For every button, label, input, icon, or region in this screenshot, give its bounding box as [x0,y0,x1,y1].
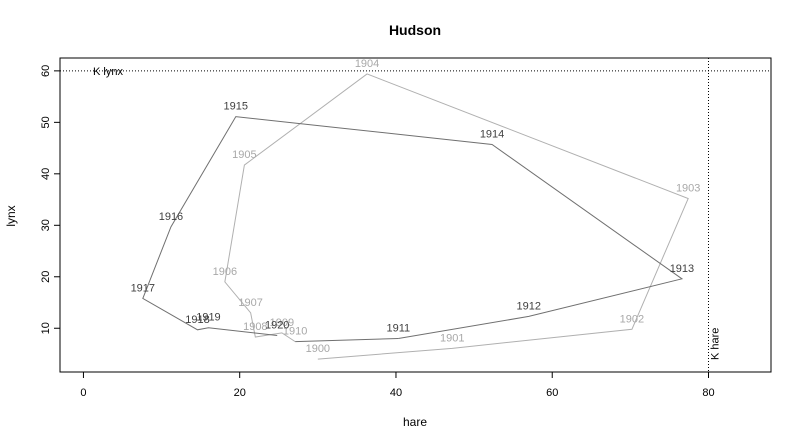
point-label-1905: 1905 [232,149,256,161]
series-line-1 [224,73,689,360]
x-tick-label: 80 [702,387,714,399]
point-label-1913: 1913 [670,263,694,275]
axes: 0 20 40 60 80 10 20 30 40 50 60 [40,57,772,399]
x-tick-label: 0 [80,387,86,399]
point-label-1914: 1914 [480,128,504,140]
plot-area: K lynx K hare 1900 1901 1902 1903 1904 1905 1906… [60,58,771,372]
plot-frame [59,57,772,373]
series-line-2 [142,116,684,340]
y-axis-label: lynx [4,205,18,226]
series-connector [295,338,399,343]
point-label-1915: 1915 [224,101,248,113]
y-tick-label: 40 [40,168,52,180]
point-label-1917: 1917 [131,282,155,294]
k-lynx-label: K lynx [93,66,123,78]
point-label-1909: 1909 [270,317,294,329]
point-label-1911: 1911 [386,323,410,335]
point-label-1904: 1904 [355,58,379,70]
point-label-1903: 1903 [676,183,700,195]
point-label-1920: 1920 [265,319,289,331]
point-label-1912: 1912 [517,300,541,312]
point-label-1908: 1908 [243,321,267,333]
point-label-1918: 1918 [185,314,209,326]
y-tick-label: 60 [40,65,52,77]
chart-title: Hudson [389,22,441,38]
point-label-1907: 1907 [238,297,262,309]
x-axis-label: hare [403,415,427,429]
point-label-1906: 1906 [213,266,237,278]
point-label-1919: 1919 [196,312,220,324]
x-tick-label: 60 [546,387,558,399]
point-label-1901: 1901 [440,332,464,344]
y-tick-label: 10 [40,322,52,334]
y-tick-label: 30 [40,219,52,231]
y-tick-label: 50 [40,116,52,128]
y-tick-label: 20 [40,271,52,283]
point-label-1916: 1916 [159,211,183,223]
x-tick-label: 40 [390,387,402,399]
x-tick-label: 20 [234,387,246,399]
k-hare-label: K hare [709,328,721,360]
point-label-1910: 1910 [283,326,307,338]
point-label-1900: 1900 [306,343,330,355]
point-label-1902: 1902 [620,313,644,325]
